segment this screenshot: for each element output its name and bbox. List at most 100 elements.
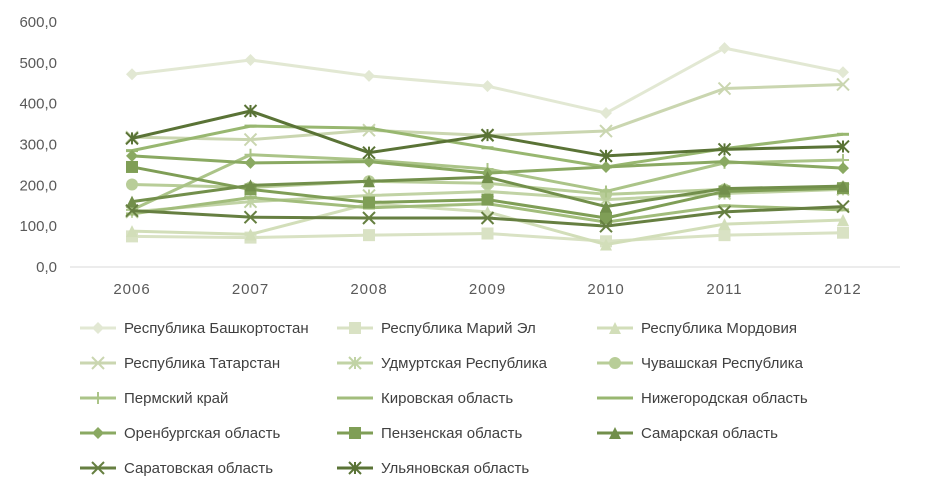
data-point — [363, 155, 375, 168]
legend-item: Ульяновская область — [337, 460, 529, 477]
data-point — [599, 149, 613, 163]
legend-item: Республика Марий Эл — [337, 320, 536, 337]
legend-label: Кировская область — [381, 390, 513, 407]
data-point — [244, 179, 257, 192]
y-tick-label: 100,0 — [19, 218, 57, 235]
data-point — [600, 200, 612, 213]
y-tick-label: 500,0 — [19, 55, 57, 72]
data-point — [600, 238, 612, 251]
legend-swatch-marker — [348, 356, 362, 370]
legend-label: Пермский край — [124, 390, 228, 407]
data-point — [363, 69, 375, 82]
data-point — [243, 104, 258, 118]
data-point — [126, 195, 138, 208]
data-point — [126, 68, 138, 81]
data-point — [717, 205, 732, 219]
legend-label: Оренбургская область — [124, 425, 280, 442]
legend-swatch-marker — [609, 322, 621, 334]
legend-item: Кировская область — [337, 390, 513, 407]
series-group — [126, 171, 849, 213]
data-point — [837, 180, 849, 193]
legend-label: Республика Мордовия — [641, 320, 797, 337]
legend-label: Самарская область — [641, 425, 778, 442]
data-point — [363, 196, 375, 209]
legend-swatch-marker — [609, 427, 621, 439]
data-point — [126, 149, 138, 162]
data-point — [837, 214, 849, 227]
data-point — [481, 80, 494, 93]
series-group — [125, 104, 850, 163]
legend-label: Саратовская область — [124, 460, 273, 477]
data-point — [243, 132, 258, 147]
series-group — [126, 42, 849, 120]
legend-label: Удмуртская Республика — [381, 355, 548, 372]
data-point — [718, 182, 731, 195]
legend-item: Республика Татарстан — [80, 355, 280, 372]
data-point — [244, 156, 257, 169]
data-point — [600, 185, 612, 198]
y-tick-label: 0,0 — [36, 259, 57, 276]
legend-label: Пензенская область — [381, 425, 522, 442]
y-tick-label: 200,0 — [19, 177, 57, 194]
legend-item: Пензенская область — [337, 425, 522, 442]
data-point — [717, 142, 732, 157]
data-point — [718, 218, 731, 231]
x-tick-label: 2008 — [350, 281, 387, 298]
data-point — [244, 228, 257, 241]
data-point — [717, 81, 732, 96]
data-point — [718, 155, 731, 168]
legend-label: Республика Марий Эл — [381, 320, 536, 337]
legend-swatch-marker — [92, 392, 104, 404]
series-group — [126, 197, 849, 251]
y-tick-label: 400,0 — [19, 96, 57, 113]
legend-swatch-marker — [92, 322, 104, 334]
legend-item: Чувашская Республика — [597, 355, 804, 372]
legend-label: Чувашская Республика — [641, 355, 804, 372]
legend-item: Саратовская область — [80, 460, 273, 477]
legend-label: Республика Татарстан — [124, 355, 280, 372]
legend-item: Республика Башкортостан — [80, 320, 309, 337]
data-point — [363, 229, 375, 242]
data-point — [362, 145, 376, 160]
data-point — [126, 160, 138, 173]
data-point — [125, 131, 139, 146]
data-point — [718, 229, 731, 242]
legend-item: Оренбургская область — [80, 425, 280, 442]
legend-swatch-marker — [91, 461, 105, 475]
data-point — [599, 124, 613, 138]
legend-swatch-marker — [348, 461, 362, 475]
legend-label: Ульяновская область — [381, 460, 529, 477]
data-point — [599, 219, 613, 233]
x-tick-label: 2011 — [706, 281, 742, 298]
legend-swatch-marker — [92, 427, 104, 439]
y-tick-label: 600,0 — [19, 14, 57, 31]
data-point — [600, 107, 612, 120]
legend-item: Самарская область — [597, 425, 778, 442]
legend-item: Республика Мордовия — [597, 320, 797, 337]
data-point — [243, 210, 258, 224]
x-tick-label: 2007 — [232, 281, 269, 298]
x-tick-label: 2009 — [469, 281, 506, 298]
data-point — [362, 123, 376, 137]
series-layer — [125, 42, 850, 251]
legend-label: Нижегородская область — [641, 390, 808, 407]
data-point — [244, 53, 257, 66]
legend-item: Нижегородская область — [597, 390, 808, 407]
data-point — [480, 128, 495, 142]
data-point — [481, 227, 494, 240]
data-point — [718, 42, 731, 55]
legend-swatch-marker — [349, 322, 361, 334]
data-point — [363, 175, 375, 188]
legend-item: Удмуртская Республика — [337, 355, 548, 372]
data-point — [836, 199, 850, 214]
data-point — [481, 171, 494, 184]
data-point — [126, 178, 138, 191]
series-group — [125, 199, 850, 233]
chart-legend: Республика Башкортостан Республика Марий … — [80, 320, 808, 477]
data-point — [126, 225, 138, 238]
legend-item: Пермский край — [80, 390, 228, 407]
data-point — [125, 203, 139, 218]
legend-swatch-marker — [609, 357, 621, 369]
data-point — [481, 193, 494, 206]
